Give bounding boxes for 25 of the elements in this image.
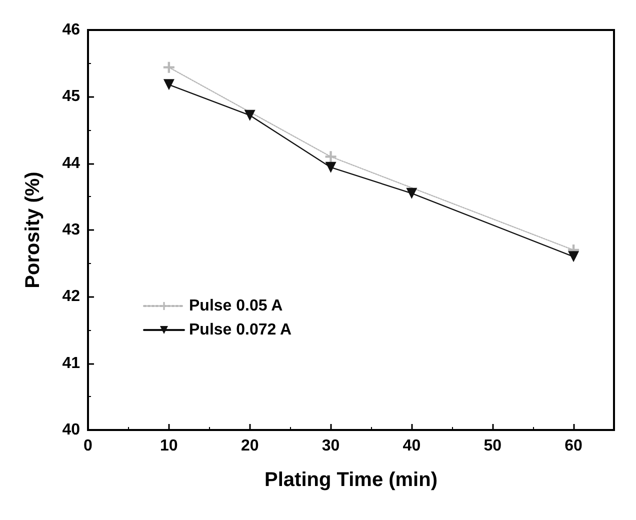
y-tick-label: 44: [62, 154, 80, 172]
x-tick-label: 20: [240, 438, 259, 454]
point: [406, 188, 418, 199]
point: [244, 110, 256, 121]
point: [163, 79, 174, 90]
point: [325, 151, 336, 162]
legend-label: Pulse 0.05 A: [189, 298, 284, 314]
y-tick-label: 45: [62, 88, 80, 106]
y-tick-label: 42: [62, 288, 80, 306]
y-tick-label: 43: [62, 222, 80, 238]
y-tick-label: 46: [62, 22, 80, 38]
point: [163, 62, 174, 73]
point: [568, 251, 580, 262]
y-tick-label: 41: [62, 354, 80, 372]
y-axis-title: Porosity (%): [22, 172, 44, 288]
x-tick-label: 30: [322, 438, 340, 454]
point: [325, 162, 336, 173]
x-tick-label: 40: [402, 438, 421, 454]
x-axis-title: Plating Time (min): [264, 469, 438, 491]
y-tick-label: 40: [62, 422, 80, 438]
legend-label: Pulse 0.072 A: [189, 322, 292, 338]
x-tick-label: 50: [484, 438, 502, 454]
x-tick-label: 0: [84, 438, 93, 454]
x-tick-label: 60: [564, 438, 583, 454]
x-tick-label: 10: [160, 438, 178, 454]
